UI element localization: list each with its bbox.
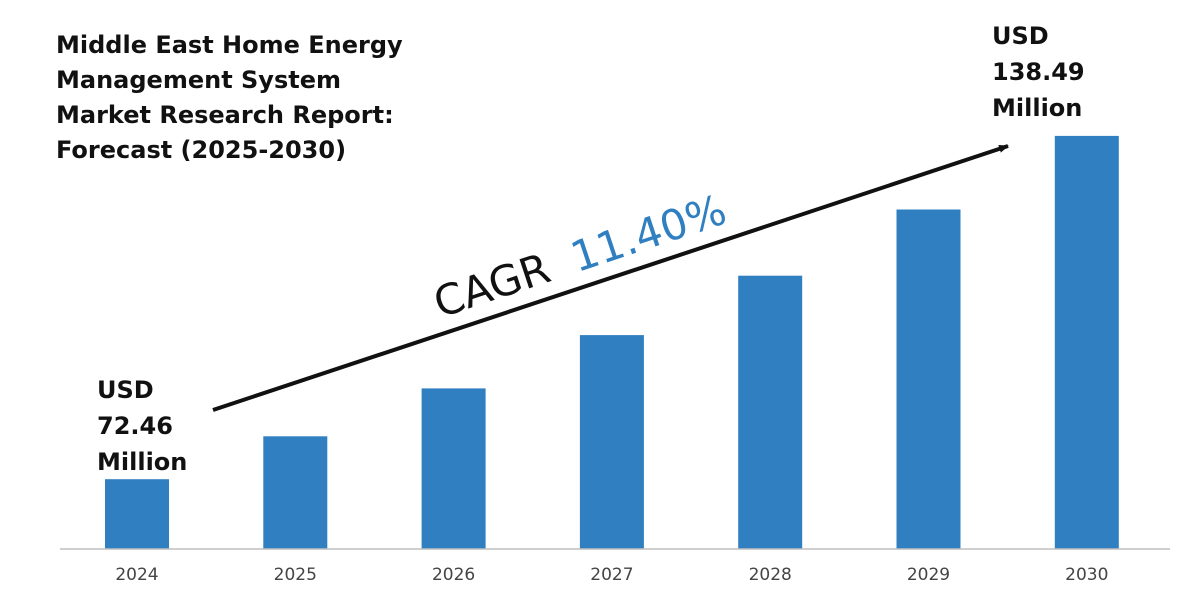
start-currency: USD (97, 376, 154, 404)
start-amount: 72.46 (97, 412, 173, 440)
x-tick-label: 2024 (115, 565, 158, 585)
start-unit: Million (97, 448, 188, 476)
title-line: Middle East Home Energy (56, 31, 403, 59)
end-amount: 138.49 (992, 58, 1085, 86)
bar-2026 (421, 388, 486, 549)
trend-arrow (212, 144, 1009, 412)
x-tick-label: 2030 (1065, 565, 1108, 585)
bar-2028 (738, 275, 803, 549)
bar-2025 (263, 436, 328, 549)
chart-title: Middle East Home Energy Management Syste… (56, 28, 436, 168)
title-line: Management System (56, 66, 341, 94)
bar-2027 (579, 335, 644, 549)
start-value-label: USD 72.46 Million (97, 372, 187, 480)
x-tick-label: 2029 (907, 565, 950, 585)
title-line: Forecast (2025-2030) (56, 136, 347, 164)
x-tick-label: 2025 (274, 565, 317, 585)
end-unit: Million (992, 94, 1083, 122)
x-tick-label: 2028 (749, 565, 792, 585)
bar-2029 (896, 209, 961, 549)
x-tick-label: 2027 (590, 565, 633, 585)
cagr-label: CAGR (428, 243, 556, 327)
bar-2030 (1054, 135, 1119, 549)
end-currency: USD (992, 22, 1049, 50)
bar-series (105, 135, 1119, 549)
svg-text:CAGR 11.40%: CAGR 11.40% (428, 185, 732, 328)
cagr-annotation: CAGR 11.40% (428, 185, 732, 328)
x-tick-label: 2026 (432, 565, 475, 585)
x-axis-ticks: 2024 2025 2026 2027 2028 2029 2030 (115, 565, 1108, 585)
bar-2024 (105, 479, 169, 549)
end-value-label: USD 138.49 Million (992, 18, 1085, 126)
title-line: Market Research Report: (56, 101, 394, 129)
